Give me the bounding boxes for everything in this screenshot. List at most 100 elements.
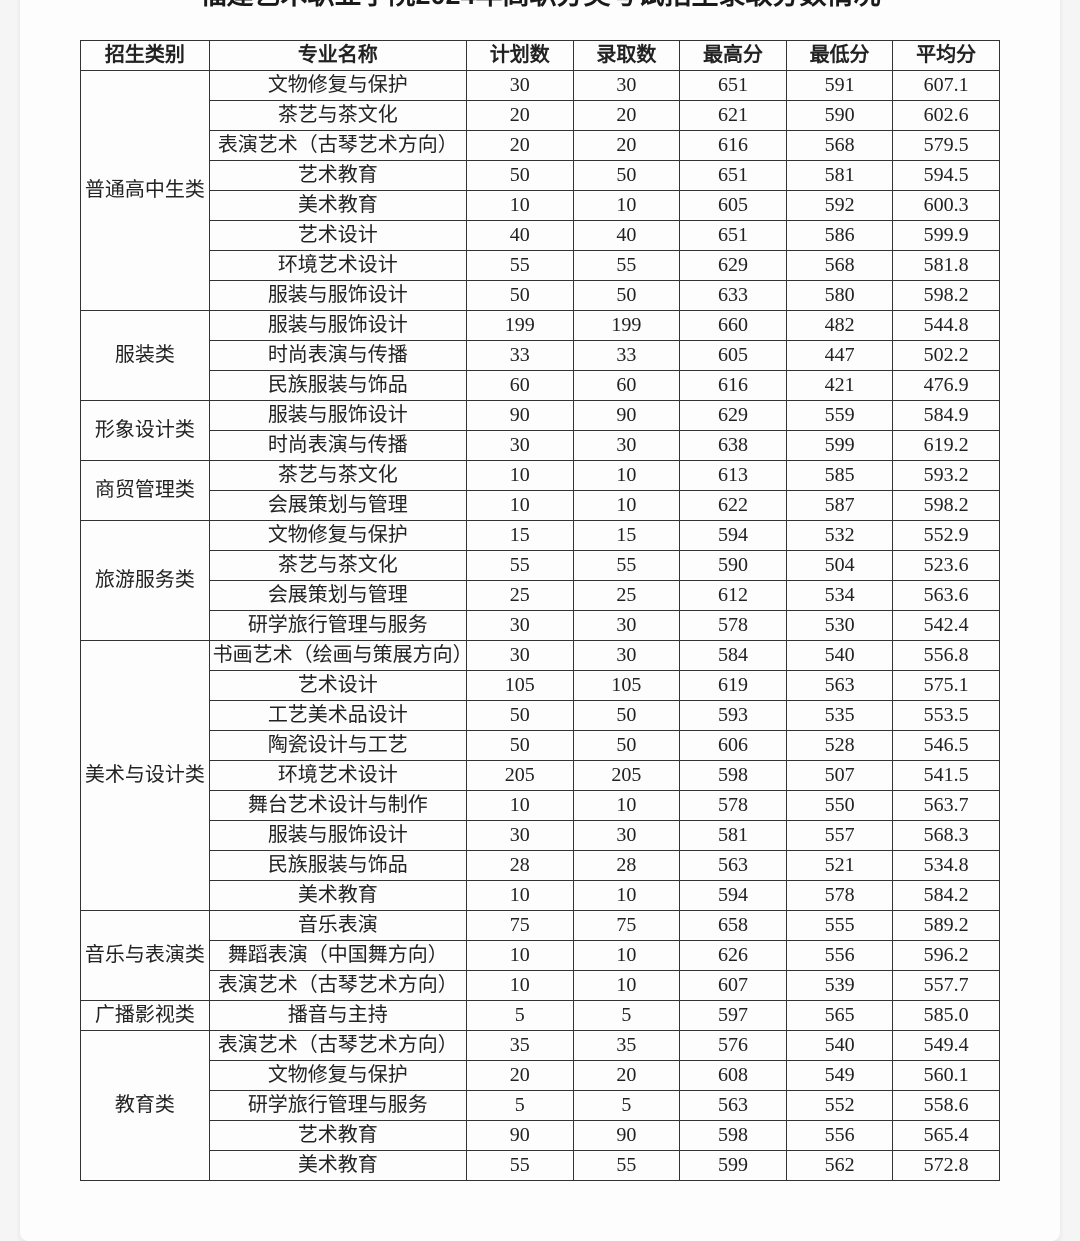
table-row: 时尚表演与传播3030638599619.2: [81, 430, 1000, 460]
cell-admit: 28: [573, 850, 680, 880]
cell-plan: 50: [466, 160, 573, 190]
cell-min: 586: [786, 220, 893, 250]
cell-plan: 50: [466, 700, 573, 730]
cell-admit: 55: [573, 550, 680, 580]
cell-major: 研学旅行管理与服务: [209, 610, 466, 640]
cell-major: 茶艺与茶文化: [209, 460, 466, 490]
cell-plan: 75: [466, 910, 573, 940]
cell-plan: 55: [466, 250, 573, 280]
table-row: 研学旅行管理与服务3030578530542.4: [81, 610, 1000, 640]
cell-admit: 30: [573, 430, 680, 460]
category-cell: 广播影视类: [81, 1000, 210, 1030]
cell-max: 651: [680, 70, 787, 100]
cell-admit: 90: [573, 400, 680, 430]
cell-major: 播音与主持: [209, 1000, 466, 1030]
cell-major: 美术教育: [209, 190, 466, 220]
table-row: 研学旅行管理与服务55563552558.6: [81, 1090, 1000, 1120]
cell-plan: 60: [466, 370, 573, 400]
cell-admit: 75: [573, 910, 680, 940]
cell-max: 619: [680, 670, 787, 700]
cell-plan: 28: [466, 850, 573, 880]
cell-avg: 581.8: [893, 250, 1000, 280]
cell-max: 616: [680, 370, 787, 400]
cell-plan: 10: [466, 880, 573, 910]
table-row: 广播影视类播音与主持55597565585.0: [81, 1000, 1000, 1030]
table-row: 文物修复与保护2020608549560.1: [81, 1060, 1000, 1090]
cell-avg: 502.2: [893, 340, 1000, 370]
cell-major: 民族服装与饰品: [209, 850, 466, 880]
cell-admit: 25: [573, 580, 680, 610]
cell-plan: 35: [466, 1030, 573, 1060]
cell-admit: 50: [573, 160, 680, 190]
table-row: 会展策划与管理2525612534563.6: [81, 580, 1000, 610]
cell-max: 563: [680, 850, 787, 880]
cell-min: 556: [786, 940, 893, 970]
table-row: 音乐与表演类音乐表演7575658555589.2: [81, 910, 1000, 940]
table-row: 服装与服饰设计3030581557568.3: [81, 820, 1000, 850]
cell-plan: 30: [466, 640, 573, 670]
category-cell: 普通高中生类: [81, 70, 210, 310]
cell-max: 608: [680, 1060, 787, 1090]
table-row: 教育类表演艺术（古琴艺术方向）3535576540549.4: [81, 1030, 1000, 1060]
cell-avg: 584.9: [893, 400, 1000, 430]
cell-major: 文物修复与保护: [209, 520, 466, 550]
cell-avg: 593.2: [893, 460, 1000, 490]
cell-avg: 585.0: [893, 1000, 1000, 1030]
cell-max: 626: [680, 940, 787, 970]
cell-avg: 584.2: [893, 880, 1000, 910]
cell-max: 638: [680, 430, 787, 460]
cell-major: 书画艺术（绘画与策展方向）: [209, 640, 466, 670]
cell-admit: 10: [573, 970, 680, 1000]
cell-plan: 20: [466, 100, 573, 130]
cell-min: 482: [786, 310, 893, 340]
cell-major: 美术教育: [209, 880, 466, 910]
document-page: 福建艺术职业学院2024年高职分类考试招生录取分数情况 招生类别 专业名称 计划…: [20, 0, 1060, 1241]
table-row: 服装类服装与服饰设计199199660482544.8: [81, 310, 1000, 340]
cell-major: 舞蹈表演（中国舞方向）: [209, 940, 466, 970]
cell-min: 532: [786, 520, 893, 550]
cell-plan: 205: [466, 760, 573, 790]
cell-major: 环境艺术设计: [209, 760, 466, 790]
cell-min: 521: [786, 850, 893, 880]
cell-avg: 557.7: [893, 970, 1000, 1000]
cell-max: 613: [680, 460, 787, 490]
cell-avg: 599.9: [893, 220, 1000, 250]
table-row: 舞台艺术设计与制作1010578550563.7: [81, 790, 1000, 820]
cell-avg: 600.3: [893, 190, 1000, 220]
table-row: 艺术教育5050651581594.5: [81, 160, 1000, 190]
cell-admit: 5: [573, 1090, 680, 1120]
cell-plan: 5: [466, 1000, 573, 1030]
cell-admit: 40: [573, 220, 680, 250]
cell-min: 528: [786, 730, 893, 760]
cell-min: 504: [786, 550, 893, 580]
cell-avg: 594.5: [893, 160, 1000, 190]
cell-avg: 602.6: [893, 100, 1000, 130]
cell-avg: 556.8: [893, 640, 1000, 670]
cell-min: 559: [786, 400, 893, 430]
cell-max: 622: [680, 490, 787, 520]
cell-max: 651: [680, 160, 787, 190]
cell-max: 633: [680, 280, 787, 310]
cell-plan: 55: [466, 550, 573, 580]
cell-avg: 563.6: [893, 580, 1000, 610]
cell-plan: 30: [466, 820, 573, 850]
cell-major: 环境艺术设计: [209, 250, 466, 280]
cell-min: 552: [786, 1090, 893, 1120]
table-row: 旅游服务类文物修复与保护1515594532552.9: [81, 520, 1000, 550]
cell-avg: 579.5: [893, 130, 1000, 160]
cell-max: 590: [680, 550, 787, 580]
cell-avg: 544.8: [893, 310, 1000, 340]
table-row: 表演艺术（古琴艺术方向）2020616568579.5: [81, 130, 1000, 160]
header-max: 最高分: [680, 40, 787, 70]
cell-admit: 10: [573, 790, 680, 820]
header-plan: 计划数: [466, 40, 573, 70]
cell-plan: 5: [466, 1090, 573, 1120]
cell-min: 555: [786, 910, 893, 940]
table-row: 表演艺术（古琴艺术方向）1010607539557.7: [81, 970, 1000, 1000]
cell-plan: 15: [466, 520, 573, 550]
cell-max: 578: [680, 610, 787, 640]
category-cell: 形象设计类: [81, 400, 210, 460]
cell-admit: 20: [573, 130, 680, 160]
admission-scores-table: 招生类别 专业名称 计划数 录取数 最高分 最低分 平均分 普通高中生类文物修复…: [80, 40, 1000, 1181]
table-body: 普通高中生类文物修复与保护3030651591607.1茶艺与茶文化202062…: [81, 70, 1000, 1180]
